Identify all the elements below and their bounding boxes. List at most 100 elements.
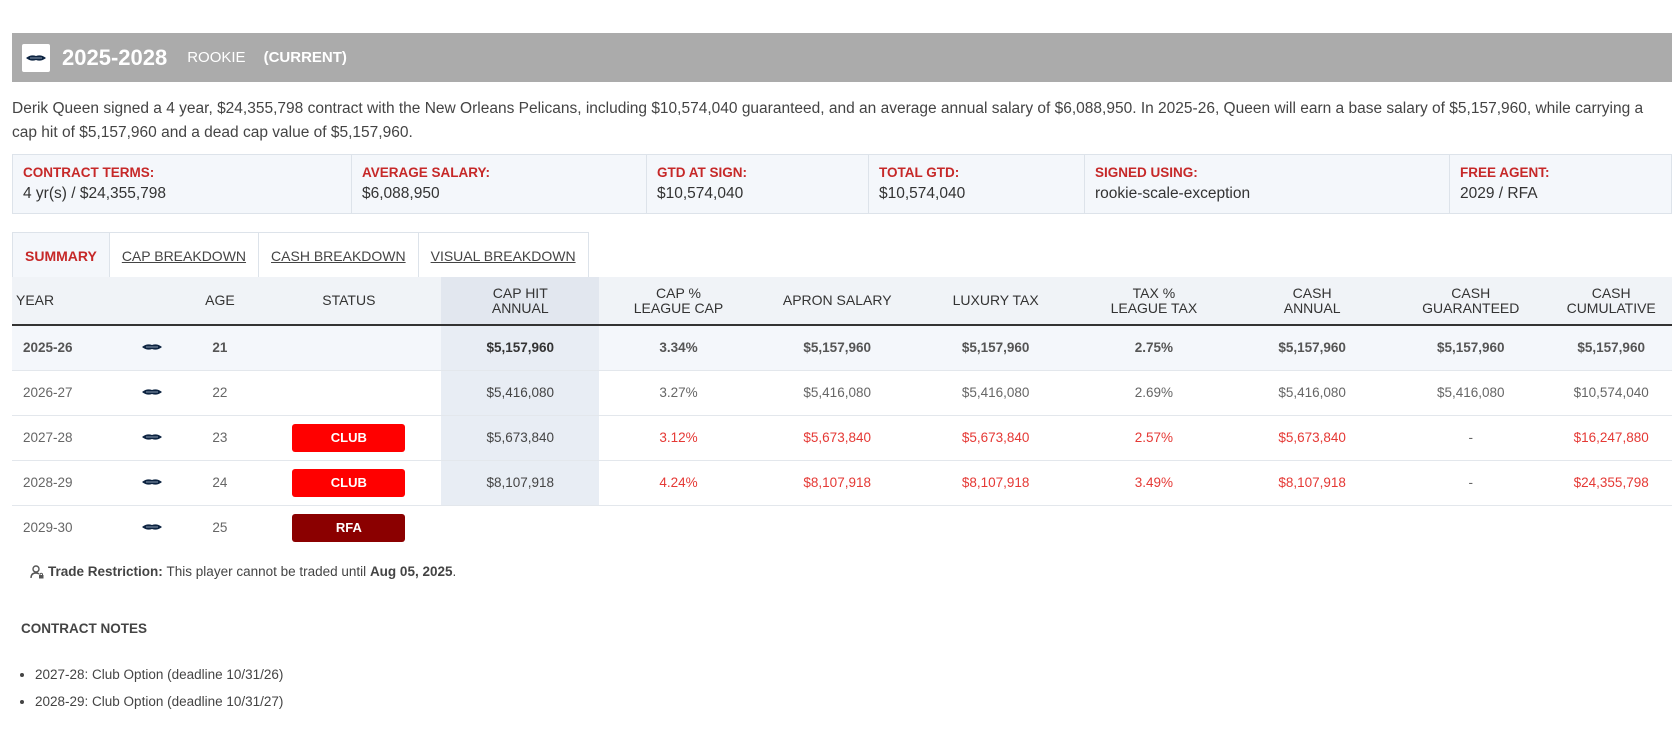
- row-cash-annual: $5,416,080: [1233, 370, 1392, 416]
- row-luxury-tax: $8,107,918: [916, 460, 1075, 506]
- row-logo: [120, 325, 184, 371]
- contract-notes-title: CONTRACT NOTES: [21, 621, 147, 636]
- term-label: GTD AT SIGN:: [657, 165, 747, 180]
- table-header-row: YEAR AGE STATUS CAP HIT ANNUAL CAP % LEAGU…: [12, 277, 1672, 326]
- term-value: $10,574,040: [657, 185, 744, 202]
- term-contract-terms: CONTRACT TERMS: 4 yr(s) / $24,355,798: [13, 155, 352, 213]
- row-cap-hit: $8,107,918: [441, 460, 600, 506]
- contract-header: 2025-2028 ROOKIE (CURRENT): [12, 33, 1672, 82]
- row-luxury-tax: $5,157,960: [916, 325, 1075, 371]
- header-cap-hit: CAP HIT ANNUAL: [441, 277, 600, 326]
- term-value: 4 yr(s) / $24,355,798: [23, 185, 167, 202]
- contract-terms-box: CONTRACT TERMS: 4 yr(s) / $24,355,798 AV…: [12, 154, 1672, 214]
- tab-cap-breakdown[interactable]: CAP BREAKDOWN: [110, 233, 260, 278]
- header-line-2: ANNUAL: [1283, 299, 1341, 316]
- row-cash-cumulative: $24,355,798: [1550, 460, 1672, 506]
- row-cap-pct: 3.12%: [599, 415, 758, 461]
- term-free-agent: FREE AGENT: 2029 / RFA: [1450, 155, 1671, 213]
- header-cap-pct: CAP % LEAGUE CAP: [599, 277, 758, 326]
- row-logo: [120, 460, 184, 506]
- tab-summary[interactable]: SUMMARY: [13, 233, 110, 278]
- status-badge-club: CLUB: [292, 468, 406, 497]
- term-label: SIGNED USING:: [1095, 165, 1198, 180]
- header-cash-annual: CASH ANNUAL: [1233, 277, 1392, 326]
- row-apron: $5,673,840: [757, 415, 917, 461]
- row-status: [256, 370, 442, 416]
- team-logo: [22, 43, 50, 72]
- header-status: STATUS: [256, 277, 442, 326]
- row-apron: $5,157,960: [757, 325, 917, 371]
- term-value: $10,574,040: [879, 185, 966, 202]
- row-empty-cell: [1391, 505, 1550, 550]
- row-cash-cumulative: $16,247,880: [1550, 415, 1672, 461]
- term-label: AVERAGE SALARY:: [362, 165, 491, 180]
- row-cap-pct: 3.34%: [599, 325, 758, 371]
- header-cash-guaranteed: CASH GUARANTEED: [1391, 277, 1551, 326]
- row-cash-guaranteed: $5,157,960: [1391, 325, 1551, 371]
- row-age: 22: [183, 370, 257, 416]
- row-year: 2029-30: [23, 520, 73, 536]
- row-status: CLUB: [256, 460, 442, 506]
- trade-restriction-date: Aug 05, 2025: [369, 564, 453, 579]
- term-value: $6,088,950: [362, 185, 440, 202]
- current-label: (CURRENT): [263, 49, 347, 66]
- header-luxury-tax: LUXURY TAX: [916, 277, 1075, 326]
- header-tax-pct: TAX % LEAGUE TAX: [1074, 277, 1234, 326]
- contract-years: 2025-2028: [62, 44, 168, 70]
- table-row: 2029-30 25 RFA: [12, 505, 1672, 550]
- header-line-2: ANNUAL: [491, 299, 549, 316]
- header-line-2: CUMULATIVE: [1566, 299, 1656, 316]
- row-cash-guaranteed: -: [1391, 415, 1551, 461]
- row-empty-cell: [599, 505, 757, 550]
- list-item: 2028-29: Club Option (deadline 10/31/27): [35, 694, 283, 721]
- pelican-icon: [141, 389, 162, 395]
- breakdown-tabs: SUMMARY CAP BREAKDOWN CASH BREAKDOWN VIS…: [12, 232, 589, 278]
- tab-visual-breakdown[interactable]: VISUAL BREAKDOWN: [430, 247, 576, 264]
- tab-cash-breakdown[interactable]: CASH BREAKDOWN: [259, 233, 419, 278]
- row-luxury-tax: $5,673,840: [916, 415, 1075, 461]
- row-tax-pct: 2.69%: [1074, 370, 1234, 416]
- contract-type: ROOKIE: [187, 49, 246, 66]
- row-cash-guaranteed: -: [1391, 460, 1551, 506]
- table-row: 2027-28 23 CLUB $5,673,840 3.12% $5,673,…: [12, 415, 1672, 461]
- term-total-gtd: TOTAL GTD: $10,574,040: [869, 155, 1085, 213]
- pelican-icon: [141, 434, 162, 440]
- term-label: TOTAL GTD:: [879, 165, 960, 180]
- contract-table: YEAR AGE STATUS CAP HIT ANNUAL CAP % LEAGU…: [12, 277, 1672, 550]
- row-age: 23: [183, 415, 257, 461]
- row-year: 2027-28: [12, 415, 121, 461]
- header-logo: [120, 277, 184, 326]
- row-cash-cumulative: $10,574,040: [1550, 370, 1672, 416]
- row-logo: [120, 505, 183, 550]
- header-line-1: CAP %: [656, 284, 701, 301]
- row-year: 2028-29: [12, 460, 121, 506]
- term-gtd-at-sign: GTD AT SIGN: $10,574,040: [647, 155, 869, 213]
- pelican-icon: [141, 479, 162, 485]
- trade-restriction-label: Trade Restriction:: [48, 564, 163, 579]
- header-age: AGE: [183, 277, 257, 326]
- row-status: RFA: [256, 505, 441, 550]
- row-logo: [120, 415, 184, 461]
- header-apron: APRON SALARY: [757, 277, 917, 326]
- header-line-2: LEAGUE TAX: [1110, 299, 1198, 316]
- pelican-icon: [141, 344, 162, 350]
- term-value: 2029 / RFA: [1460, 185, 1538, 202]
- table-row: 2025-26 21 $5,157,960 3.34% $5,157,960 $…: [12, 325, 1672, 371]
- row-age: 25: [212, 520, 228, 536]
- row-empty-cell: [1075, 505, 1233, 550]
- row-cash-annual: $5,673,840: [1233, 415, 1392, 461]
- header-cash-cumulative: CASH CUMULATIVE: [1550, 277, 1672, 326]
- table-row: 2028-29 24 CLUB $8,107,918 4.24% $8,107,…: [12, 460, 1672, 506]
- pelican-icon: [141, 524, 162, 530]
- header-line-1: CASH: [1591, 284, 1631, 301]
- row-logo: [120, 370, 184, 416]
- trade-restriction-period: .: [452, 564, 457, 579]
- header-line-1: CASH: [1292, 284, 1332, 301]
- header-line-2: GUARANTEED: [1422, 299, 1520, 316]
- row-tax-pct: 3.49%: [1074, 460, 1234, 506]
- row-cap-hit: $5,416,080: [441, 370, 600, 416]
- row-cap-hit: $5,157,960: [441, 325, 600, 371]
- row-status: CLUB: [256, 415, 442, 461]
- contract-summary: Derik Queen signed a 4 year, $24,355,798…: [12, 100, 1644, 141]
- header-line-2: LEAGUE CAP: [633, 299, 724, 316]
